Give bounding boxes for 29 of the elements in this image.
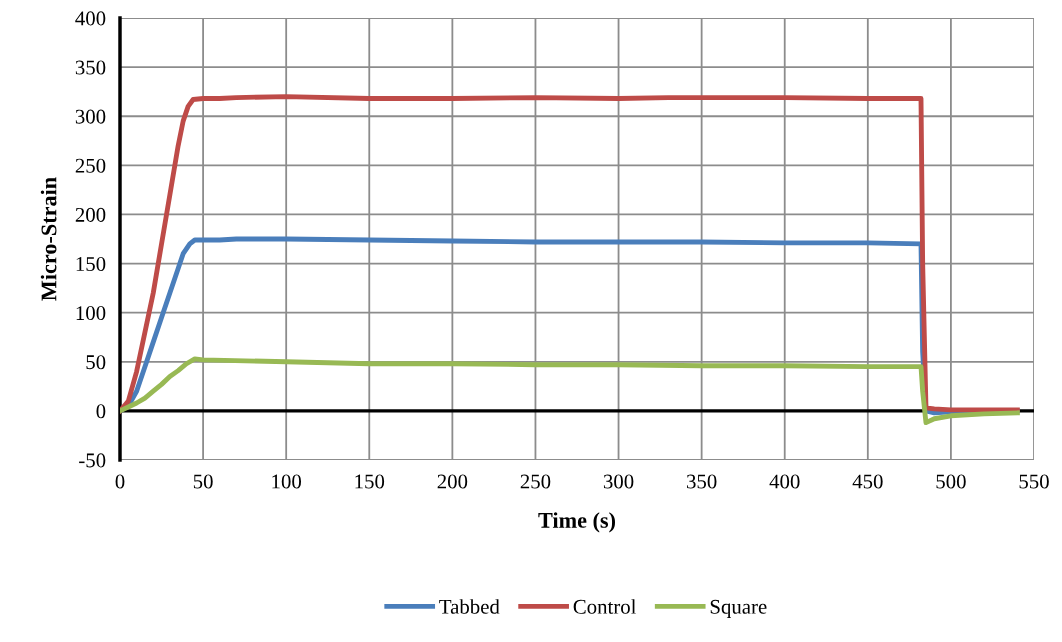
y-tick-label: -50 — [79, 453, 106, 468]
legend-label: Square — [710, 599, 767, 619]
x-tick-label: 200 — [437, 474, 468, 489]
x-axis-title: Time (s) — [538, 512, 616, 533]
y-tick-label: 100 — [76, 306, 106, 321]
y-tick-label: 150 — [76, 256, 106, 271]
x-tick-label: 150 — [355, 474, 385, 489]
x-tick-label: 250 — [520, 474, 551, 489]
x-tick-label: 300 — [603, 474, 634, 489]
y-axis-title: Micro-Strain — [40, 177, 57, 301]
x-tick-label: 50 — [193, 474, 213, 489]
legend-label: Tabbed — [439, 599, 500, 614]
x-tick-label: 500 — [936, 474, 966, 489]
x-tick-label: 400 — [769, 474, 800, 489]
x-tick-label: 550 — [1019, 474, 1049, 489]
x-tick-label: 450 — [852, 474, 883, 489]
y-tick-label: 50 — [86, 355, 106, 370]
y-tick-label: 0 — [96, 404, 106, 419]
y-tick-label: 300 — [75, 109, 106, 124]
y-tick-label: 250 — [75, 158, 106, 173]
x-tick-label: 350 — [687, 474, 717, 489]
x-tick-label: 0 — [115, 474, 125, 489]
y-tick-label: 200 — [75, 207, 106, 222]
x-tick-label: 100 — [272, 474, 302, 489]
y-tick-label: 350 — [75, 60, 106, 75]
line-series — [120, 94, 1020, 414]
legend-label: Control — [573, 599, 637, 614]
line-series — [120, 356, 1020, 426]
y-tick-label: 400 — [75, 11, 106, 26]
